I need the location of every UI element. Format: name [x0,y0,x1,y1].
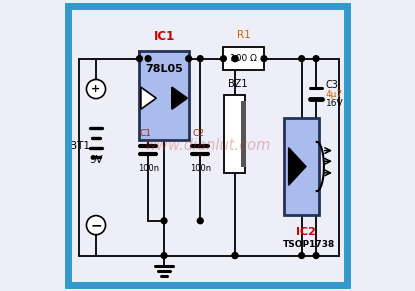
FancyBboxPatch shape [284,118,319,215]
Circle shape [198,218,203,224]
Circle shape [86,79,105,99]
Circle shape [86,216,105,235]
Circle shape [232,253,238,258]
Text: 4μ7: 4μ7 [326,90,343,99]
Circle shape [198,56,203,61]
Circle shape [186,56,192,61]
Circle shape [313,56,319,61]
Text: C2: C2 [192,129,204,138]
FancyBboxPatch shape [139,52,189,140]
Text: www.dianlut.com: www.dianlut.com [144,138,271,153]
Circle shape [220,56,226,61]
Text: C1: C1 [140,129,152,138]
Text: 100 Ω: 100 Ω [230,54,257,63]
Circle shape [261,56,267,61]
Circle shape [232,56,238,61]
Text: 78L05: 78L05 [145,64,183,74]
Circle shape [137,56,142,61]
Text: IC1: IC1 [154,30,175,43]
Circle shape [145,56,151,61]
Bar [224,95,244,173]
Text: R1: R1 [237,30,251,40]
Text: TSOP1738: TSOP1738 [283,239,335,249]
Text: BZ1: BZ1 [228,79,248,89]
Text: 100n: 100n [138,164,159,173]
Bar [223,47,264,70]
Text: IC2: IC2 [296,227,316,237]
Circle shape [313,253,319,258]
Polygon shape [172,87,187,109]
Text: BT1: BT1 [70,141,90,150]
Polygon shape [141,87,156,109]
Circle shape [161,218,167,224]
Text: +: + [91,84,100,94]
Text: 9V: 9V [89,155,103,165]
Text: −: − [90,218,102,232]
Bar [241,101,246,167]
Text: 100n: 100n [190,164,211,173]
Text: 16V: 16V [326,99,343,108]
Text: C3: C3 [326,80,339,90]
Circle shape [232,253,238,258]
Circle shape [232,56,238,61]
Polygon shape [288,148,306,185]
Circle shape [299,253,305,258]
Circle shape [161,253,167,258]
Circle shape [299,56,305,61]
